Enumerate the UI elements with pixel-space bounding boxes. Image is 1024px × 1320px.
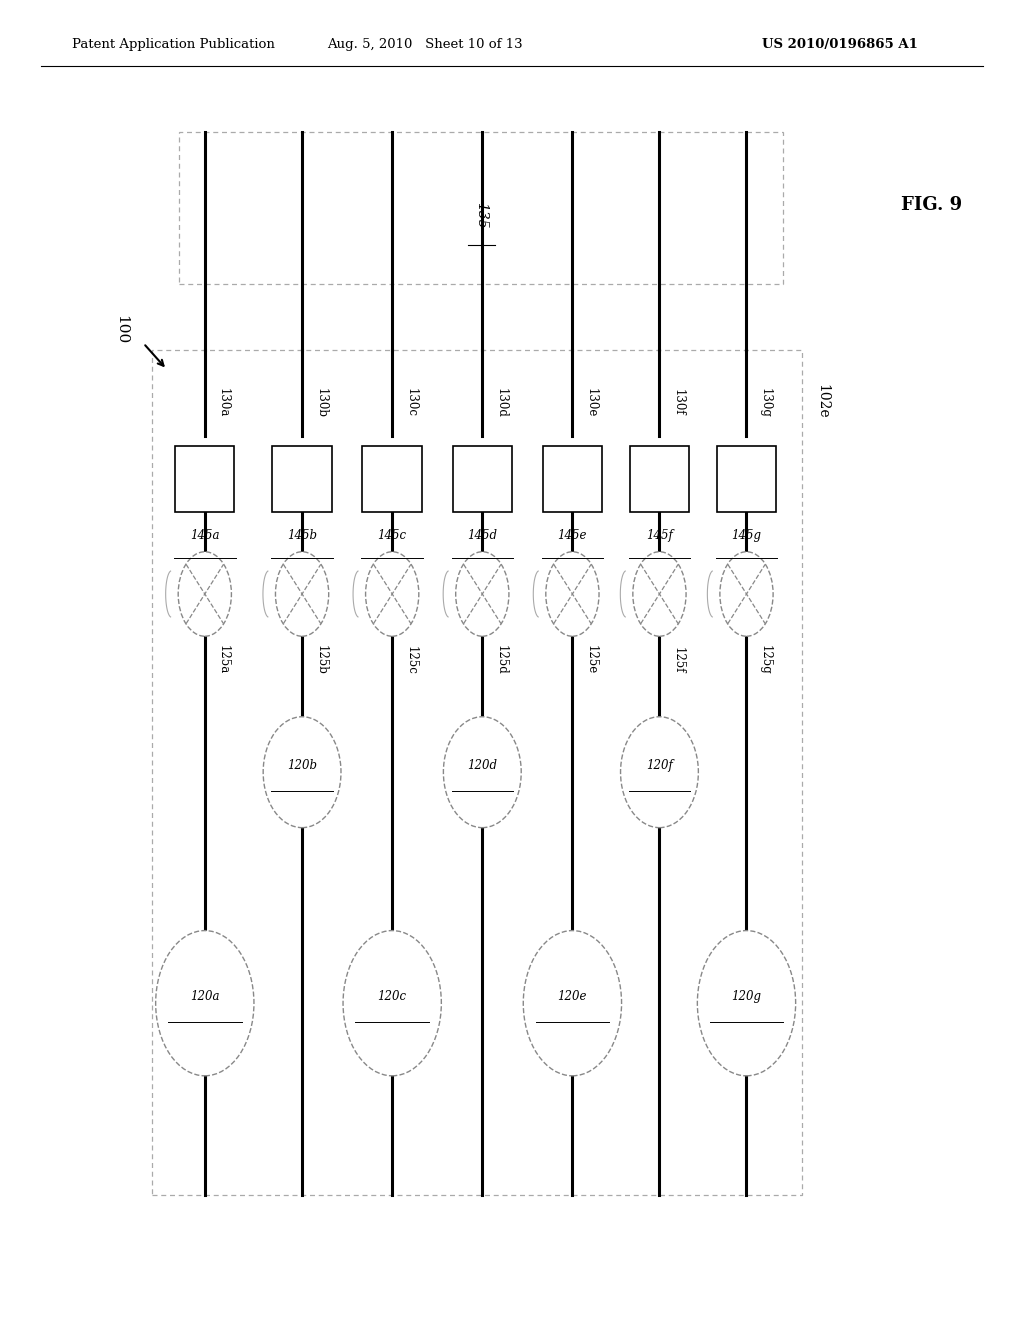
Bar <box>272 446 332 512</box>
Bar <box>453 446 512 512</box>
Text: 125d: 125d <box>495 645 508 675</box>
Text: 120f: 120f <box>646 759 673 772</box>
Ellipse shape <box>178 552 231 636</box>
Bar <box>152 350 802 1195</box>
Text: 145g: 145g <box>731 529 762 543</box>
Ellipse shape <box>697 931 796 1076</box>
Bar <box>717 446 776 512</box>
Text: 145d: 145d <box>467 529 498 543</box>
Text: Patent Application Publication: Patent Application Publication <box>72 38 274 51</box>
Text: 130f: 130f <box>672 389 685 416</box>
Text: 130c: 130c <box>404 388 418 417</box>
Text: 145f: 145f <box>646 529 673 543</box>
Text: 120b: 120b <box>287 759 317 772</box>
Text: 145a: 145a <box>190 529 219 543</box>
Bar <box>630 446 689 512</box>
Ellipse shape <box>456 552 509 636</box>
Text: 130b: 130b <box>314 388 328 417</box>
Text: 145b: 145b <box>287 529 317 543</box>
Text: 102e: 102e <box>815 384 829 418</box>
Ellipse shape <box>156 931 254 1076</box>
Text: 125b: 125b <box>314 645 328 675</box>
Bar <box>543 446 602 512</box>
Ellipse shape <box>263 717 341 828</box>
Text: 125g: 125g <box>759 645 772 675</box>
Text: Aug. 5, 2010   Sheet 10 of 13: Aug. 5, 2010 Sheet 10 of 13 <box>327 38 523 51</box>
Ellipse shape <box>275 552 329 636</box>
Text: 130g: 130g <box>759 388 772 417</box>
Text: 120e: 120e <box>558 990 587 1003</box>
Ellipse shape <box>633 552 686 636</box>
Text: 130d: 130d <box>495 388 508 417</box>
Bar <box>362 446 422 512</box>
Text: 130a: 130a <box>217 388 230 417</box>
Ellipse shape <box>443 717 521 828</box>
Ellipse shape <box>343 931 441 1076</box>
Text: 120c: 120c <box>378 990 407 1003</box>
Bar <box>179 132 783 284</box>
Text: 130e: 130e <box>585 388 598 417</box>
Text: 125c: 125c <box>404 645 418 675</box>
Text: 125f: 125f <box>672 647 685 673</box>
Text: 145c: 145c <box>378 529 407 543</box>
Text: 135: 135 <box>474 202 488 228</box>
Text: 125e: 125e <box>585 645 598 675</box>
Text: 120d: 120d <box>467 759 498 772</box>
Ellipse shape <box>546 552 599 636</box>
Ellipse shape <box>720 552 773 636</box>
Text: 120g: 120g <box>731 990 762 1003</box>
Text: 145e: 145e <box>558 529 587 543</box>
Text: 120a: 120a <box>190 990 219 1003</box>
Text: US 2010/0196865 A1: US 2010/0196865 A1 <box>762 38 918 51</box>
Ellipse shape <box>621 717 698 828</box>
Text: FIG. 9: FIG. 9 <box>901 195 963 214</box>
Ellipse shape <box>523 931 622 1076</box>
Text: 125a: 125a <box>217 645 230 675</box>
Bar <box>175 446 234 512</box>
Text: 100: 100 <box>114 315 128 345</box>
Ellipse shape <box>366 552 419 636</box>
